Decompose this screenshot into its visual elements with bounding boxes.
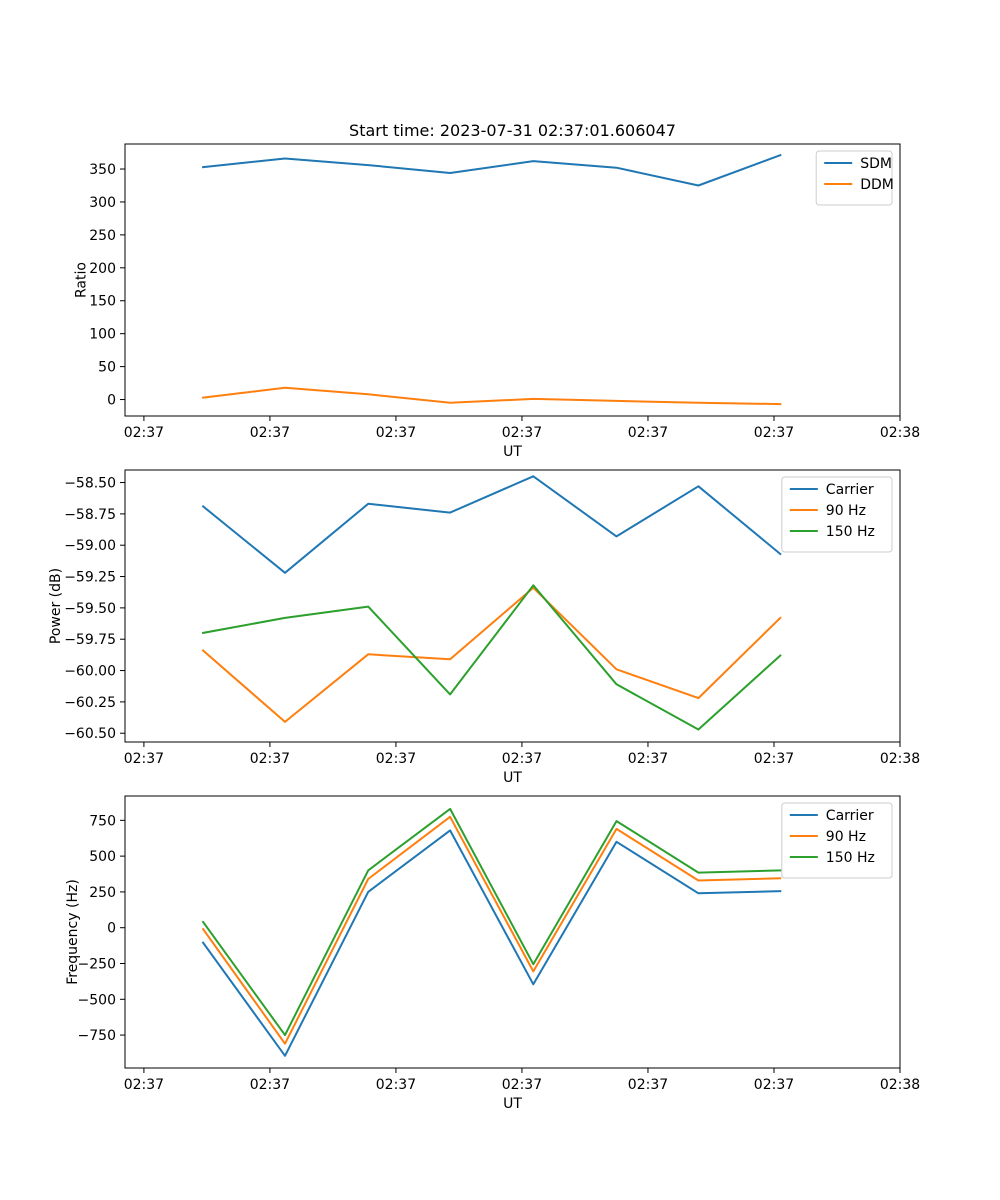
y-tick-label: 250 bbox=[89, 228, 116, 244]
y-tick-label: −500 bbox=[78, 992, 116, 1008]
axes-frame bbox=[124, 795, 901, 1069]
y-tick-label: 150 bbox=[89, 294, 116, 310]
series-line-90-hz bbox=[201, 586, 782, 723]
x-tick-label: 02:37 bbox=[376, 751, 416, 767]
legend-label-90-hz: 90 Hz bbox=[826, 503, 866, 519]
x-tick-label: 02:37 bbox=[502, 425, 542, 441]
x-axis-label: UT bbox=[503, 1096, 522, 1112]
y-axis-label: Ratio bbox=[74, 262, 90, 298]
chart-panel-3: 02:37 02:37 02:37 02:37 02:37 02:37 02:38 −750 −… bbox=[65, 795, 920, 1112]
y-tick-label: 50 bbox=[98, 360, 116, 376]
x-tick-label: 02:37 bbox=[124, 1077, 164, 1093]
x-axis-label: UT bbox=[503, 444, 522, 460]
y-tick-label: −60.00 bbox=[64, 664, 116, 680]
x-tick-label: 02:37 bbox=[754, 425, 794, 441]
x-tick-label: 02:37 bbox=[250, 425, 290, 441]
series-line-90-hz bbox=[201, 815, 782, 1045]
y-tick-label: −59.50 bbox=[64, 601, 116, 617]
legend-label-150-hz: 150 Hz bbox=[826, 524, 875, 540]
x-tick-label: 02:37 bbox=[124, 425, 164, 441]
y-tick-label: −750 bbox=[78, 1028, 116, 1044]
chart-panel-2: 02:37 02:37 02:37 02:37 02:37 02:37 02:38 −60.5… bbox=[48, 469, 920, 786]
y-tick-label: 300 bbox=[89, 195, 116, 211]
series-line-carrier bbox=[201, 829, 782, 1057]
y-axis-label: Frequency (Hz) bbox=[65, 879, 81, 985]
y-axis-label: Power (dB) bbox=[48, 568, 64, 644]
x-tick-label: 02:37 bbox=[250, 751, 290, 767]
y-tick-label: −59.75 bbox=[64, 632, 116, 648]
y-tick-label: −59.00 bbox=[64, 538, 116, 554]
x-tick-label: 02:37 bbox=[502, 751, 542, 767]
y-tick-label: 0 bbox=[107, 921, 116, 937]
series-line-150-hz bbox=[201, 584, 782, 731]
x-tick-label: 02:37 bbox=[250, 1077, 290, 1093]
chart-title: Start time: 2023-07-31 02:37:01.606047 bbox=[349, 121, 676, 140]
x-tick-label: 02:37 bbox=[628, 1077, 668, 1093]
series-line-150-hz bbox=[201, 807, 782, 1037]
y-tick-label: 200 bbox=[89, 261, 116, 277]
axes-frame bbox=[124, 469, 901, 743]
x-axis-label: UT bbox=[503, 770, 522, 786]
x-tick-label: 02:37 bbox=[754, 1077, 794, 1093]
y-tick-label: 350 bbox=[89, 162, 116, 178]
legend-frame bbox=[781, 802, 893, 879]
series-line-ddm bbox=[201, 386, 782, 406]
y-tick-label: 750 bbox=[89, 813, 116, 829]
y-tick-label: 0 bbox=[107, 393, 116, 409]
y-tick-label: −59.25 bbox=[64, 570, 116, 586]
x-tick-label: 02:37 bbox=[628, 751, 668, 767]
x-tick-label: 02:37 bbox=[124, 751, 164, 767]
legend-label-90-hz: 90 Hz bbox=[826, 829, 866, 845]
legend-label-sdm: SDM bbox=[860, 156, 892, 172]
x-tick-label: 02:37 bbox=[376, 425, 416, 441]
legend-label-carrier: Carrier bbox=[826, 482, 874, 498]
legend-label-150-hz: 150 Hz bbox=[826, 850, 875, 866]
x-tick-label: 02:38 bbox=[880, 425, 920, 441]
legend-frame bbox=[815, 150, 893, 206]
y-tick-label: −60.50 bbox=[64, 726, 116, 742]
legend: SDM DDM bbox=[815, 150, 894, 206]
chart-panel-1: 02:37 02:37 02:37 02:37 02:37 02:37 02:38 0 50 10… bbox=[74, 121, 921, 460]
series-line-sdm bbox=[202, 153, 782, 187]
x-tick-label: 02:38 bbox=[880, 751, 920, 767]
x-tick-label: 02:37 bbox=[754, 751, 794, 767]
y-tick-label: 500 bbox=[89, 849, 116, 865]
x-tick-label: 02:37 bbox=[502, 1077, 542, 1093]
axes-frame bbox=[124, 143, 901, 417]
legend-label-ddm: DDM bbox=[860, 177, 894, 193]
y-tick-label: −60.25 bbox=[64, 695, 116, 711]
y-tick-label: 250 bbox=[89, 885, 116, 901]
x-tick-label: 02:38 bbox=[880, 1077, 920, 1093]
legend: Carrier 90 Hz 150 Hz bbox=[781, 802, 893, 879]
y-tick-label: −58.75 bbox=[64, 507, 116, 523]
y-tick-label: −250 bbox=[78, 956, 116, 972]
x-tick-label: 02:37 bbox=[628, 425, 668, 441]
legend-frame bbox=[781, 476, 893, 553]
series-line-carrier bbox=[201, 475, 782, 574]
y-tick-label: 100 bbox=[89, 327, 116, 343]
y-tick-label: −58.50 bbox=[64, 476, 116, 492]
legend-label-carrier: Carrier bbox=[826, 808, 874, 824]
x-tick-label: 02:37 bbox=[376, 1077, 416, 1093]
legend: Carrier 90 Hz 150 Hz bbox=[781, 476, 893, 553]
